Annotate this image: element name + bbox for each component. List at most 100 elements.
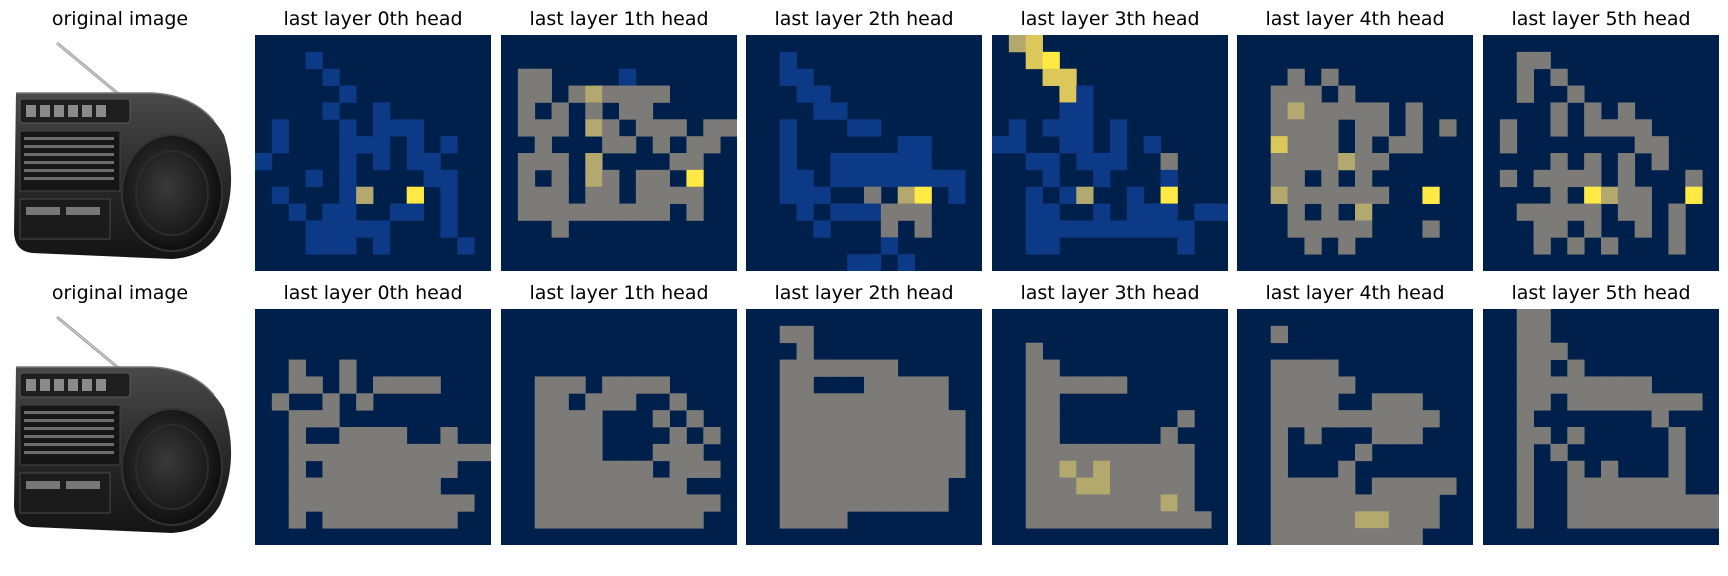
heatmap-cell [652,186,670,204]
heatmap-cell [686,153,704,171]
heatmap-cell [1177,460,1195,478]
heatmap-cell [830,359,848,377]
heatmap-cell [779,359,797,377]
heatmap-cell [864,203,882,221]
heatmap-cell [619,511,637,529]
heatmap-cell [897,153,915,171]
heatmap-cell [1405,427,1423,445]
heatmap-cell [652,511,670,529]
heatmap-cell [847,494,865,512]
heatmap-cell [897,254,915,271]
heatmap-cell [914,203,932,221]
head-title: last layer 5th head [1511,282,1691,304]
heatmap-cell [1634,119,1652,137]
heatmap-cell [1025,511,1043,529]
heatmap-cell [1388,136,1406,154]
heatmap-cell [1439,119,1457,137]
heatmap-cell [619,460,637,478]
heatmap-cell [373,511,391,529]
heatmap-cell [1321,494,1339,512]
heatmap-cell [813,393,831,411]
heatmap-cell [1516,342,1534,360]
heatmap-cell [339,119,357,137]
heatmap-cell [686,460,704,478]
heatmap-cell [423,443,441,462]
heatmap-cell [619,136,637,154]
heatmap-cell [1550,443,1568,462]
heatmap-cell [1143,494,1161,512]
heatmap-cell [914,153,932,171]
attention-row-1: original image last layer 0t [0,8,1728,288]
heatmap-cell [635,376,654,394]
heatmap-cell [1550,169,1568,188]
heatmap-cell [1270,477,1288,495]
heatmap-cell [1025,342,1043,360]
heatmap-cell [1287,169,1305,188]
heatmap-cell [534,186,552,204]
heatmap-cell [1042,119,1060,137]
heatmap-cell [1270,410,1288,428]
heatmap-cell [322,511,340,529]
heatmap-cell [322,237,340,255]
heatmap-cell [1651,511,1669,529]
heatmap-cell [1160,220,1178,238]
heatmap-cell [288,443,306,462]
heatmap-cell [551,460,569,478]
attention-heatmap [746,35,982,271]
heatmap-cell [669,460,687,478]
heatmap-cell [305,169,323,188]
heatmap-cell [288,511,306,529]
heatmap-cell [1584,186,1602,204]
heatmap-cell [1533,342,1551,360]
heatmap-cell [1143,477,1161,495]
heatmap-cell [1668,443,1686,462]
heatmap-cell [1059,494,1077,512]
heatmap-cell [423,494,441,512]
heatmap-cell [339,203,357,221]
heatmap-cell [1702,511,1719,529]
heatmap-cell [1584,203,1602,221]
heatmap-cell [1584,494,1602,512]
heatmap-cell [1287,410,1305,428]
heatmap-cell [322,410,340,428]
heatmap-cell [534,427,552,445]
heatmap-cell [373,102,391,120]
heatmap-cell [423,376,441,394]
heatmap-cell [635,119,654,137]
heatmap-cell [1651,477,1669,495]
heatmap-cell [551,186,569,204]
heatmap-cell [585,119,603,137]
heatmap-cell [1567,393,1585,411]
heatmap-cell [339,237,357,255]
heatmap-cell [1177,443,1195,462]
heatmap-cell [796,427,814,445]
heatmap-cell [813,477,831,495]
heatmap-cell [948,169,966,188]
heatmap-cell [1287,136,1305,154]
heatmap-svg [992,309,1228,545]
heatmap-cell [517,119,536,137]
heatmap-cell [847,427,865,445]
heatmap-cell [1617,153,1636,171]
heatmap-cell [1550,119,1568,137]
heatmap-cell [703,460,721,478]
heatmap-cell [931,494,949,512]
heatmap-cell [1533,309,1551,327]
heatmap-cell [1685,186,1703,204]
heatmap-cell [830,477,848,495]
heatmap-cell [1093,153,1111,171]
heatmap-cell [1042,477,1060,495]
heatmap-cell [669,153,687,171]
heatmap-cell [779,393,797,411]
heatmap-cell [1617,169,1636,188]
heatmap-cell [1126,203,1145,221]
heatmap-cell [1287,153,1305,171]
heatmap-cell [635,477,654,495]
heatmap-cell [322,68,340,86]
heatmap-cell [669,494,687,512]
heatmap-cell [1338,494,1356,512]
heatmap-cell [423,511,441,529]
heatmap-cell [880,203,899,221]
heatmap-cell [305,443,323,462]
attention-heatmap [1483,309,1719,545]
